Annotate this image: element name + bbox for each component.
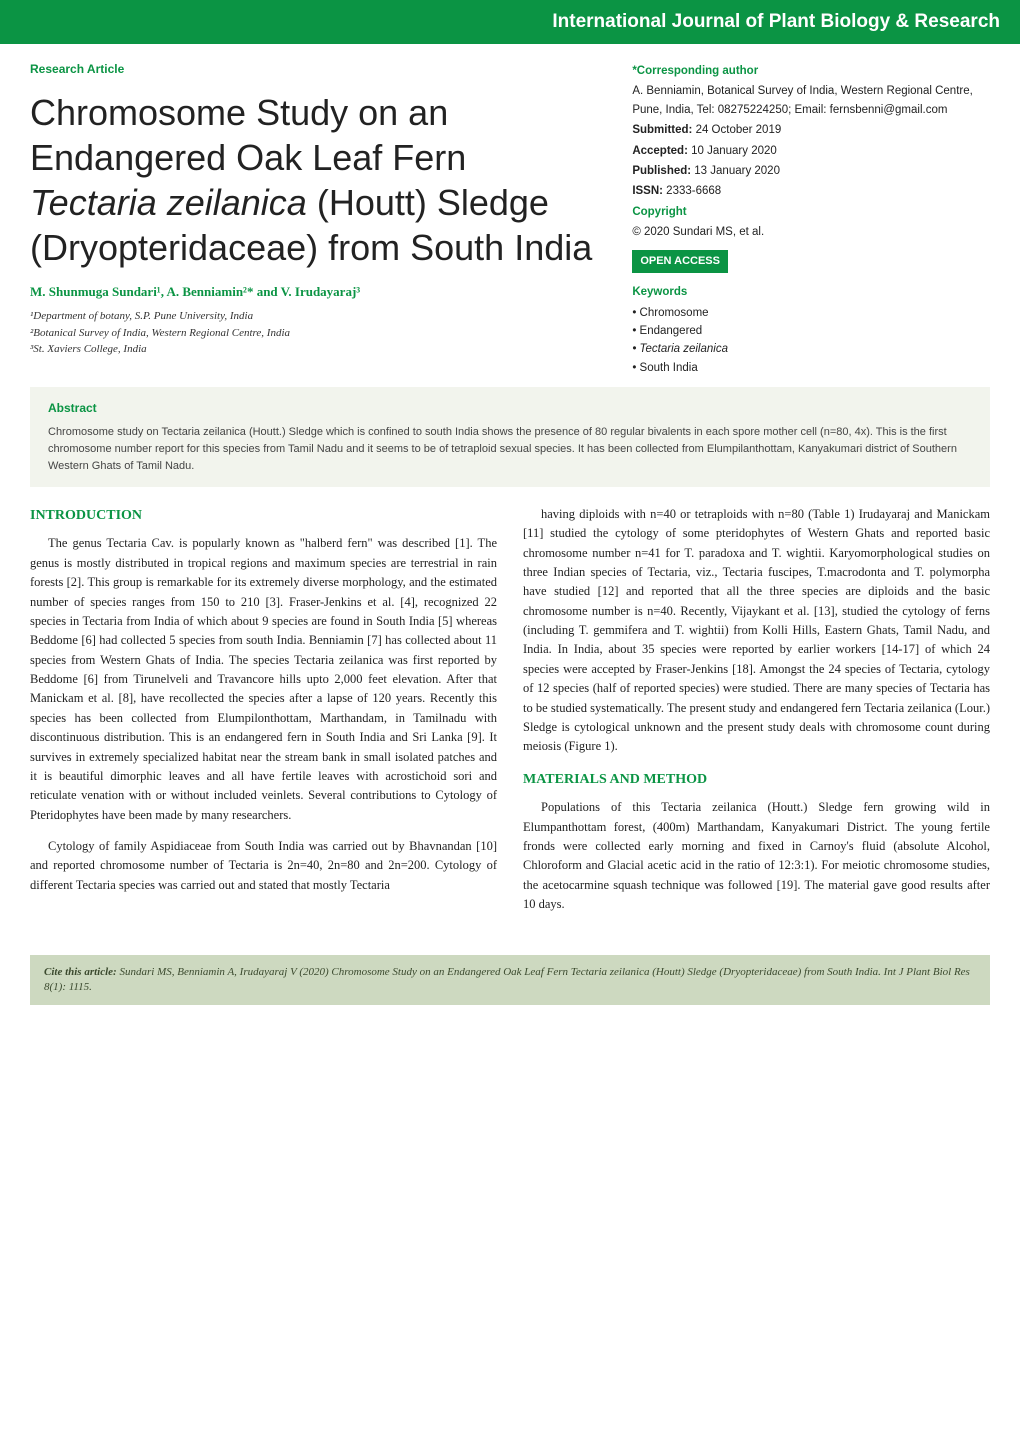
accepted-line: Accepted: 10 January 2020 xyxy=(632,142,990,160)
corresponding-text: A. Benniamin, Botanical Survey of India,… xyxy=(632,82,990,119)
col2-para-1: having diploids with n=40 or tetraploids… xyxy=(523,505,990,757)
article-type: Research Article xyxy=(30,62,602,76)
accepted-value: 10 January 2020 xyxy=(688,145,777,157)
affiliations: ¹Department of botany, S.P. Pune Univers… xyxy=(30,308,602,358)
keywords-head: Keywords xyxy=(632,283,990,301)
affil-1: ¹Department of botany, S.P. Pune Univers… xyxy=(30,308,602,325)
keyword-2: • Endangered xyxy=(632,322,990,340)
keyword-3: • Tectaria zeilanica xyxy=(632,340,990,358)
published-label: Published: xyxy=(632,165,691,177)
intro-para-1: The genus Tectaria Cav. is popularly kno… xyxy=(30,534,497,825)
journal-title: International Journal of Plant Biology &… xyxy=(552,11,1000,33)
body-col-left: INTRODUCTION The genus Tectaria Cav. is … xyxy=(30,505,497,927)
cite-label: Cite this article: xyxy=(44,966,119,978)
accepted-label: Accepted: xyxy=(632,145,688,157)
open-access-badge: OPEN ACCESS xyxy=(632,250,728,274)
affil-3: ³St. Xaviers College, India xyxy=(30,341,602,358)
affil-2: ²Botanical Survey of India, Western Regi… xyxy=(30,325,602,342)
submitted-label: Submitted: xyxy=(632,124,692,136)
copyright-head: Copyright xyxy=(632,203,990,221)
materials-head: MATERIALS AND METHOD xyxy=(523,769,990,791)
issn-label: ISSN: xyxy=(632,185,663,197)
cite-text: Sundari MS, Benniamin A, Irudayaraj V (2… xyxy=(44,966,970,993)
abstract-head: Abstract xyxy=(48,399,972,418)
keyword-1: • Chromosome xyxy=(632,304,990,322)
submitted-line: Submitted: 24 October 2019 xyxy=(632,121,990,139)
body-columns: INTRODUCTION The genus Tectaria Cav. is … xyxy=(0,487,1020,937)
journal-banner: International Journal of Plant Biology &… xyxy=(0,0,1020,44)
copyright-text: © 2020 Sundari MS, et al. xyxy=(632,223,990,241)
published-value: 13 January 2020 xyxy=(691,165,780,177)
title-column: Research Article Chromosome Study on an … xyxy=(30,62,602,377)
title-species: Tectaria zeilanica xyxy=(30,182,307,223)
citation-bar: Cite this article: Sundari MS, Benniamin… xyxy=(30,955,990,1006)
issn-line: ISSN: 2333-6668 xyxy=(632,182,990,200)
meta-sidebar: *Corresponding author A. Benniamin, Bota… xyxy=(632,62,990,377)
published-line: Published: 13 January 2020 xyxy=(632,162,990,180)
intro-para-2: Cytology of family Aspidiaceae from Sout… xyxy=(30,837,497,895)
abstract-box: Abstract Chromosome study on Tectaria ze… xyxy=(30,387,990,487)
paper-title: Chromosome Study on an Endangered Oak Le… xyxy=(30,90,602,270)
submitted-value: 24 October 2019 xyxy=(692,124,781,136)
title-pre: Chromosome Study on an Endangered Oak Le… xyxy=(30,92,466,178)
materials-para-1: Populations of this Tectaria zeilanica (… xyxy=(523,798,990,914)
issn-value: 2333-6668 xyxy=(663,185,721,197)
body-col-right: having diploids with n=40 or tetraploids… xyxy=(523,505,990,927)
author-list: M. Shunmuga Sundari¹, A. Benniamin²* and… xyxy=(30,284,602,300)
header-block: Research Article Chromosome Study on an … xyxy=(0,44,1020,387)
corresponding-head: *Corresponding author xyxy=(632,62,990,80)
intro-head: INTRODUCTION xyxy=(30,505,497,527)
abstract-text: Chromosome study on Tectaria zeilanica (… xyxy=(48,424,972,475)
keyword-4: • South India xyxy=(632,359,990,377)
